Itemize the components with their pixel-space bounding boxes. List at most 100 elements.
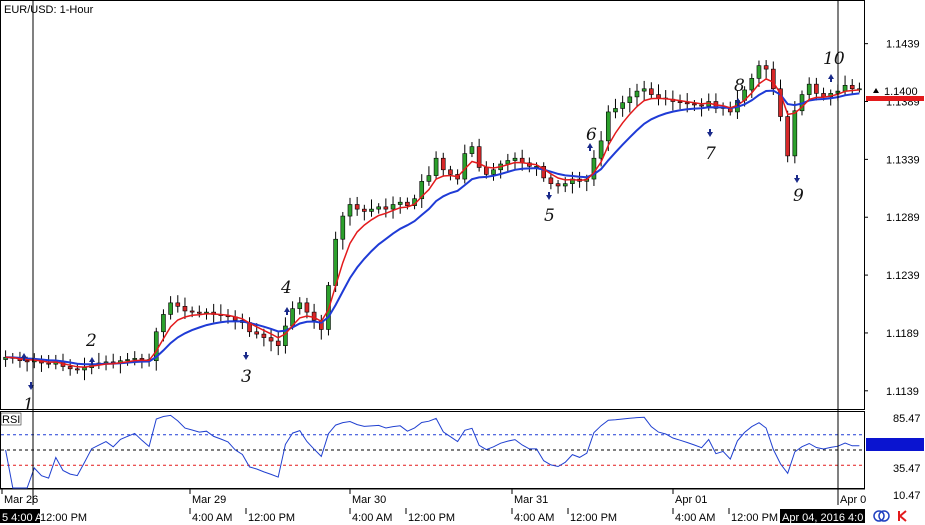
candle-body — [197, 311, 202, 314]
swing-number-label: 5 — [544, 206, 555, 226]
candle-body — [469, 146, 475, 154]
candle-body — [426, 175, 432, 182]
current-price-red-marker — [866, 96, 924, 101]
candle-body — [297, 302, 303, 309]
candle-body — [3, 356, 8, 360]
candle-body — [641, 88, 647, 92]
candle-body — [699, 104, 704, 107]
candle-body — [376, 206, 381, 210]
current-price-box — [866, 84, 924, 98]
candle-body — [548, 177, 554, 184]
candle-body — [369, 208, 374, 212]
fast-moving-average-line — [5, 78, 860, 368]
candle-body — [261, 333, 267, 338]
swing-number-label: 3 — [241, 367, 252, 387]
candle-body — [75, 368, 80, 371]
candle-body — [778, 88, 783, 117]
time-label: 4:00 AM — [514, 512, 554, 524]
swing-number-label: 10 — [823, 49, 845, 69]
candle-body — [649, 88, 654, 95]
price-tick-label: 1.1339 — [886, 154, 920, 166]
scroll-to-end-icon[interactable] — [898, 510, 907, 522]
arrow-up-stem — [830, 79, 832, 82]
time-axis-labels: Mar 26 Mar 29 Mar 30 Mar 31 Apr 01 Apr 0 4:00 … — [0, 489, 866, 524]
rsi-tick-label: 85.47 — [893, 413, 921, 425]
candle-body — [275, 340, 281, 346]
arrow-down-icon — [243, 355, 249, 360]
candle-body — [484, 167, 489, 175]
candle-body — [814, 83, 819, 94]
candle-body — [397, 201, 403, 205]
candle-body — [304, 302, 310, 313]
candle-body — [182, 306, 188, 312]
candle-body — [756, 65, 762, 79]
candle-body — [168, 302, 173, 315]
candle-body — [254, 331, 260, 335]
arrow-down-stem — [709, 129, 711, 132]
arrow-down-stem — [30, 382, 32, 385]
rsi-tick-label: 35.47 — [893, 463, 921, 475]
candle-body — [433, 157, 439, 176]
candle-body — [125, 359, 130, 362]
candle-body — [46, 362, 51, 365]
candle-body — [562, 183, 568, 187]
candle-body — [462, 153, 468, 180]
rsi-indicator: 85.47 35.47 10.47 — [1, 413, 921, 502]
arrow-up-icon — [828, 74, 834, 79]
swing-number-label: 2 — [85, 331, 97, 351]
candle-body — [620, 102, 625, 109]
date-label: Apr 0 — [840, 494, 866, 506]
candle-body — [541, 166, 547, 179]
arrow-up-stem — [589, 148, 591, 151]
arrow-down-icon — [707, 132, 713, 137]
price-tick-label: 1.1239 — [886, 270, 920, 282]
time-label: 12:00 PM — [40, 512, 87, 524]
candle-body — [656, 94, 661, 99]
arrow-up-icon — [21, 353, 27, 358]
candle-body — [512, 157, 518, 161]
candle-body — [598, 140, 604, 159]
candle-body — [161, 314, 166, 333]
rsi-label: RSI — [2, 414, 20, 426]
candle-body — [849, 85, 855, 90]
candle-body — [419, 181, 425, 200]
swing-number-label: 6 — [586, 125, 597, 145]
time-label: 12:00 PM — [248, 512, 295, 524]
candle-body — [684, 102, 690, 105]
candle-body — [763, 65, 769, 70]
candle-body — [268, 337, 274, 342]
price-pane-frame — [0, 0, 865, 410]
date-label: Mar 30 — [352, 494, 386, 506]
candle-body — [857, 88, 862, 91]
time-label: 12:00 PM — [570, 512, 617, 524]
date-label: Mar 31 — [514, 494, 548, 506]
candle-body — [842, 85, 848, 92]
candle-body — [340, 215, 346, 240]
swing-number-label: 4 — [280, 278, 292, 298]
candle-body — [24, 360, 30, 363]
sync-icon[interactable] — [873, 510, 890, 522]
candle-body — [476, 146, 482, 168]
current-price-label: 1.1400 — [884, 86, 918, 98]
swing-number-label: 8 — [734, 76, 745, 96]
candle-body — [771, 68, 776, 90]
candle-body — [792, 110, 798, 157]
arrow-up-stem — [737, 103, 739, 106]
cursor-label-box — [780, 509, 865, 523]
date-label: Mar 26 — [4, 494, 38, 506]
candle-body — [132, 358, 138, 360]
arrow-up-stem — [23, 358, 25, 361]
candle-body — [311, 311, 317, 321]
time-label: 4:00 AM — [352, 512, 392, 524]
slow-moving-average-line — [5, 89, 860, 366]
candle-body — [613, 108, 618, 113]
candle-body — [749, 78, 755, 91]
candle-body — [405, 201, 410, 206]
candle-body — [440, 157, 446, 171]
candle-body — [283, 325, 288, 346]
candle-body — [333, 238, 338, 286]
candle-body — [491, 169, 496, 175]
price-tick-label: 1.1289 — [886, 212, 920, 224]
rsi-tick-label: 10.47 — [893, 490, 921, 502]
arrow-down-stem — [245, 352, 247, 355]
